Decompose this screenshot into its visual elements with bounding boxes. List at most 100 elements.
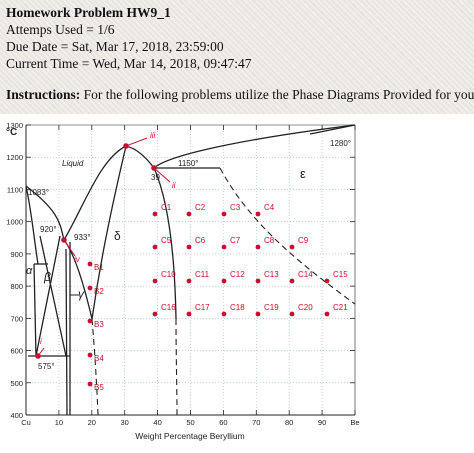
beta-label: β [43,270,51,284]
be-liquidus-end [309,124,356,135]
composition-point-dot[interactable] [324,278,330,284]
instructions-label: Instructions: [6,87,81,102]
composition-point-dot[interactable] [87,285,93,291]
composition-point-label: C4 [264,203,275,212]
x-axis-title: Weight Percentage Beryllium [135,431,244,441]
beta-right-line [35,235,61,357]
composition-point-dot[interactable] [289,244,295,250]
composition-point-dot[interactable] [186,311,192,317]
composition-point-dot[interactable] [221,211,227,217]
composition-point-label: C17 [195,303,210,312]
problem-title: Homework Problem HW9_1 [6,5,171,20]
composition-point-dot[interactable] [186,211,192,217]
composition-point-label: C6 [195,236,206,245]
due-date: Due Date = Sat, Mar 17, 2018, 23:59:00 [6,39,224,54]
composition-point-label: C13 [264,270,279,279]
composition-point-label: B5 [94,383,104,392]
alpha-solidus-line [25,185,39,265]
y-tick-label: 700 [10,314,23,323]
composition-point-dot[interactable] [152,244,158,250]
composition-point-dot[interactable] [152,278,158,284]
roman-point-dot[interactable] [35,353,41,359]
roman-point-dot[interactable] [123,143,129,149]
composition-point-label: C1 [161,203,172,212]
composition-point-dot[interactable] [186,278,192,284]
composition-point-label: C21 [333,303,348,312]
x-tick-label: 30 [121,418,129,427]
composition-point-dot[interactable] [87,318,93,324]
composition-point-dot[interactable] [255,244,261,250]
delta-right-boundary [153,167,177,320]
composition-point-label: B3 [94,320,104,329]
current-time: Current Time = Wed, Mar 14, 2018, 09:47:… [6,56,252,71]
composition-point-dot[interactable] [87,352,93,358]
temp-575: 575° [38,362,55,371]
beta-left-line [39,235,67,357]
x-tick-label: 50 [186,418,194,427]
composition-point-dot[interactable] [289,278,295,284]
comp-39: 39 [151,173,160,182]
roman-point-dot[interactable] [61,237,67,243]
delta-label: δ [114,229,121,243]
y-tick-label: 1200 [6,153,23,162]
y-tick-label: 1300 [6,121,23,130]
epsilon-label: ε [300,166,306,181]
instructions: Instructions: For the following problems… [6,86,474,103]
y-tick-label: 900 [10,250,23,259]
phase-diagram: 1300 1200 1100 1000 900 800 700 600 500 400 Cu 10 2… [0,114,474,453]
x-tick-label: 60 [219,418,227,427]
composition-point-dot[interactable] [255,278,261,284]
x-tick-label: 80 [285,418,293,427]
x-tick-label: 70 [252,418,260,427]
x-tick-label: Be [350,418,359,427]
temp-1280: 1280° [330,139,351,148]
roman-arrow [63,239,76,257]
composition-point-label: C11 [195,270,210,279]
composition-point-dot[interactable] [255,211,261,217]
y-tick-label: 1100 [7,185,23,194]
composition-point-label: C14 [298,270,313,279]
composition-point-dot[interactable] [221,278,227,284]
x-tick-label: 20 [88,418,96,427]
dashed-boundaries [91,167,356,416]
composition-point-dot[interactable] [221,311,227,317]
y-tick-label: 400 [10,411,23,420]
composition-point-label: C16 [161,303,176,312]
composition-point-label: C7 [230,236,241,245]
roman-arrow [125,137,148,147]
composition-point-dot[interactable] [289,311,295,317]
composition-point-label: C2 [195,203,206,212]
composition-point-label: C20 [298,303,313,312]
composition-point-label: C9 [298,236,309,245]
y-tick-label: 800 [10,282,23,291]
composition-point-label: C18 [230,303,245,312]
y-tick-label: 600 [10,347,23,356]
x-tick-label: Cu [21,418,31,427]
composition-point-label: C10 [161,270,176,279]
composition-point-dot[interactable] [186,244,192,250]
composition-point-label: B4 [94,354,104,363]
instructions-text: For the following problems utilize the P… [83,87,474,102]
composition-point-dot[interactable] [152,311,158,317]
roman-point-dot[interactable] [151,165,157,171]
temp-1150: 1150° [178,159,198,168]
composition-point-dot[interactable] [255,311,261,317]
composition-point-label: C8 [264,236,275,245]
composition-point-dot[interactable] [152,211,158,217]
composition-point-label: C15 [333,270,348,279]
delta-left-boundary [63,145,127,320]
x-tick-label: 40 [153,418,161,427]
x-tick-labels: Cu 10 20 30 40 50 60 70 80 90 Be [21,418,359,427]
alpha-boundary-line [33,263,37,357]
x-tick-label: 10 [55,418,63,427]
composition-point-dot[interactable] [221,244,227,250]
composition-point-dot[interactable] [87,261,93,267]
composition-point-dot[interactable] [324,311,330,317]
composition-point-dot[interactable] [87,381,93,387]
roman-point-label: ii [172,181,176,190]
roman-point-label: iii [150,131,156,140]
dashed-delta-left [91,318,99,416]
temp-920: 920° [40,225,57,234]
attempts-used: Attemps Used = 1/6 [6,22,115,37]
